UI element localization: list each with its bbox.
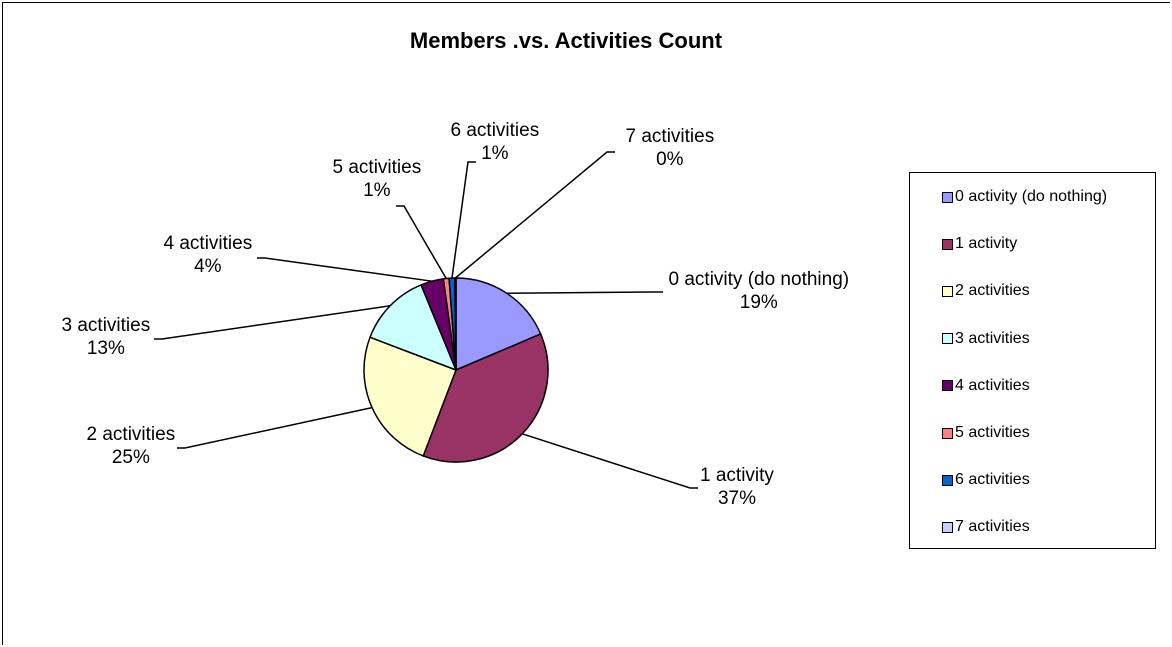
legend: 0 activity (do nothing) 1 activity 2 activ… xyxy=(909,172,1156,549)
legend-label: 3 activities xyxy=(955,329,1030,347)
legend-label: 7 activities xyxy=(955,518,1030,536)
legend-swatch xyxy=(942,427,953,439)
slice-label-percent: 25% xyxy=(111,447,150,468)
slice-label-percent: 13% xyxy=(86,338,125,359)
legend-swatch xyxy=(942,474,953,486)
leader-line-2 xyxy=(177,406,373,449)
legend-swatch xyxy=(942,238,953,250)
leader-line-7 xyxy=(454,151,615,279)
slice-label-name: 1 activity xyxy=(700,465,774,486)
slice-label-percent: 0% xyxy=(656,149,684,170)
slice-label-percent: 4% xyxy=(194,256,222,277)
legend-label: 6 activities xyxy=(955,471,1030,489)
slice-label-6: 6 activities 1% xyxy=(451,119,540,165)
legend-swatch xyxy=(942,380,953,392)
legend-swatch xyxy=(942,521,953,533)
pie-slice-0 xyxy=(455,277,542,372)
legend-item-3: 3 activities xyxy=(942,329,1030,349)
leader-line-3 xyxy=(154,305,391,340)
chart-title: Members .vs. Activities Count xyxy=(409,28,723,53)
legend-item-1: 1 activity xyxy=(942,234,1017,254)
slice-label-0: 0 activity (do nothing) 19% xyxy=(669,268,850,314)
legend-label: 2 activities xyxy=(955,282,1030,300)
slice-label-percent: 19% xyxy=(739,292,778,313)
legend-swatch xyxy=(942,333,953,345)
legend-label: 4 activities xyxy=(955,376,1030,394)
slice-label-name: 2 activities xyxy=(86,424,176,445)
pie-slice-3 xyxy=(369,283,458,372)
legend-item-2: 2 activities xyxy=(942,281,1030,301)
slice-label-name: 6 activities xyxy=(450,120,540,141)
pie-slice-1 xyxy=(422,333,549,463)
slice-label-4: 4 activities 4% xyxy=(164,232,253,278)
leader-line-4 xyxy=(257,257,433,282)
slice-label-1: 1 activity 37% xyxy=(700,464,774,510)
slice-label-percent: 37% xyxy=(717,488,756,509)
slice-label-7: 7 activities 0% xyxy=(626,125,715,171)
leader-line-6 xyxy=(451,161,476,279)
leader-line-0 xyxy=(506,291,663,295)
legend-label: 1 activity xyxy=(955,235,1018,253)
legend-label: 0 activity (do nothing) xyxy=(955,188,1108,205)
slice-label-name: 4 activities xyxy=(163,233,253,254)
legend-item-5: 5 activities xyxy=(942,423,1030,443)
legend-label: 5 activities xyxy=(955,424,1030,441)
slice-label-percent: 1% xyxy=(481,143,509,164)
slice-label-2: 2 activities 25% xyxy=(87,423,176,469)
slice-label-3: 3 activities 13% xyxy=(62,314,151,360)
legend-swatch xyxy=(942,285,953,297)
legend-swatch xyxy=(942,191,953,203)
slice-label-percent: 1% xyxy=(363,180,391,201)
slice-label-name: 5 activities xyxy=(332,157,422,178)
legend-item-6: 6 activities xyxy=(942,470,1030,490)
slice-label-name: 7 activities xyxy=(625,126,715,147)
slice-label-5: 5 activities 1% xyxy=(333,156,422,202)
legend-item-7: 7 activities xyxy=(942,517,1030,537)
pie-slice-2 xyxy=(363,336,457,457)
slice-label-name: 0 activity (do nothing) xyxy=(668,269,850,290)
legend-item-4: 4 activities xyxy=(942,376,1030,396)
leader-line-1 xyxy=(522,433,698,489)
legend-item-0: 0 activity (do nothing) xyxy=(942,187,1107,207)
leader-line-5 xyxy=(396,205,447,279)
slice-label-name: 3 activities xyxy=(61,315,151,336)
